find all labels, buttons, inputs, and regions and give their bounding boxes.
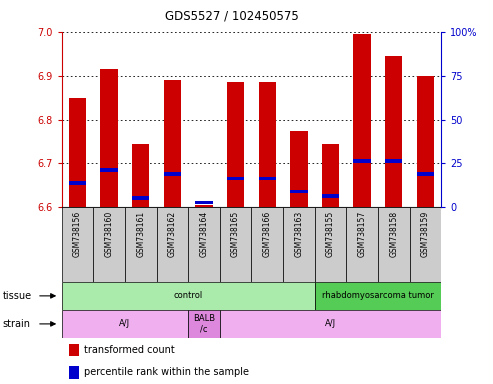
Bar [378, 207, 410, 282]
Text: GSM738163: GSM738163 [294, 211, 303, 257]
Bar [227, 83, 245, 207]
Text: GSM738164: GSM738164 [200, 211, 209, 257]
Bar [93, 207, 125, 282]
Text: strain: strain [2, 319, 31, 329]
Text: GSM738157: GSM738157 [357, 211, 367, 257]
Bar [290, 131, 308, 207]
Bar [132, 197, 149, 200]
Bar [417, 172, 434, 176]
Text: GSM738160: GSM738160 [105, 211, 113, 257]
Text: GSM738156: GSM738156 [73, 211, 82, 257]
Bar [258, 83, 276, 207]
Bar [290, 190, 308, 194]
Bar [62, 310, 188, 338]
Bar [69, 181, 86, 185]
Bar [353, 159, 371, 163]
Bar [157, 207, 188, 282]
Text: tissue: tissue [2, 291, 32, 301]
Text: GSM738158: GSM738158 [389, 211, 398, 257]
Text: BALB
/c: BALB /c [193, 314, 215, 334]
Bar [322, 144, 339, 207]
Bar [62, 282, 315, 310]
Bar [417, 76, 434, 207]
Bar [125, 207, 157, 282]
Text: GSM738166: GSM738166 [263, 211, 272, 257]
Bar [101, 168, 118, 172]
Bar [188, 207, 220, 282]
Bar [227, 177, 245, 180]
Text: GSM738155: GSM738155 [326, 211, 335, 257]
Bar [410, 207, 441, 282]
Bar [195, 201, 212, 204]
Bar [195, 205, 212, 207]
Bar [62, 207, 93, 282]
Text: percentile rank within the sample: percentile rank within the sample [84, 367, 249, 377]
Bar [322, 194, 339, 198]
Bar [315, 282, 441, 310]
Bar [385, 56, 402, 207]
Bar [353, 35, 371, 207]
Bar [132, 144, 149, 207]
Bar [101, 70, 118, 207]
Bar [283, 207, 315, 282]
Text: A/J: A/J [119, 319, 131, 328]
Bar [164, 80, 181, 207]
Text: GSM738165: GSM738165 [231, 211, 240, 257]
Bar [69, 344, 79, 356]
Bar [69, 98, 86, 207]
Bar [164, 172, 181, 176]
Bar [346, 207, 378, 282]
Text: GDS5527 / 102450575: GDS5527 / 102450575 [165, 10, 299, 23]
Text: rhabdomyosarcoma tumor: rhabdomyosarcoma tumor [322, 291, 434, 300]
Bar [315, 207, 346, 282]
Bar [251, 207, 283, 282]
Bar [220, 207, 251, 282]
Text: A/J: A/J [325, 319, 336, 328]
Text: GSM738162: GSM738162 [168, 211, 177, 257]
Bar [69, 366, 79, 379]
Bar [220, 310, 441, 338]
Text: GSM738161: GSM738161 [136, 211, 145, 257]
Text: transformed count: transformed count [84, 345, 175, 355]
Bar [188, 310, 220, 338]
Bar [258, 177, 276, 180]
Text: GSM738159: GSM738159 [421, 211, 430, 257]
Text: control: control [174, 291, 203, 300]
Bar [385, 159, 402, 163]
